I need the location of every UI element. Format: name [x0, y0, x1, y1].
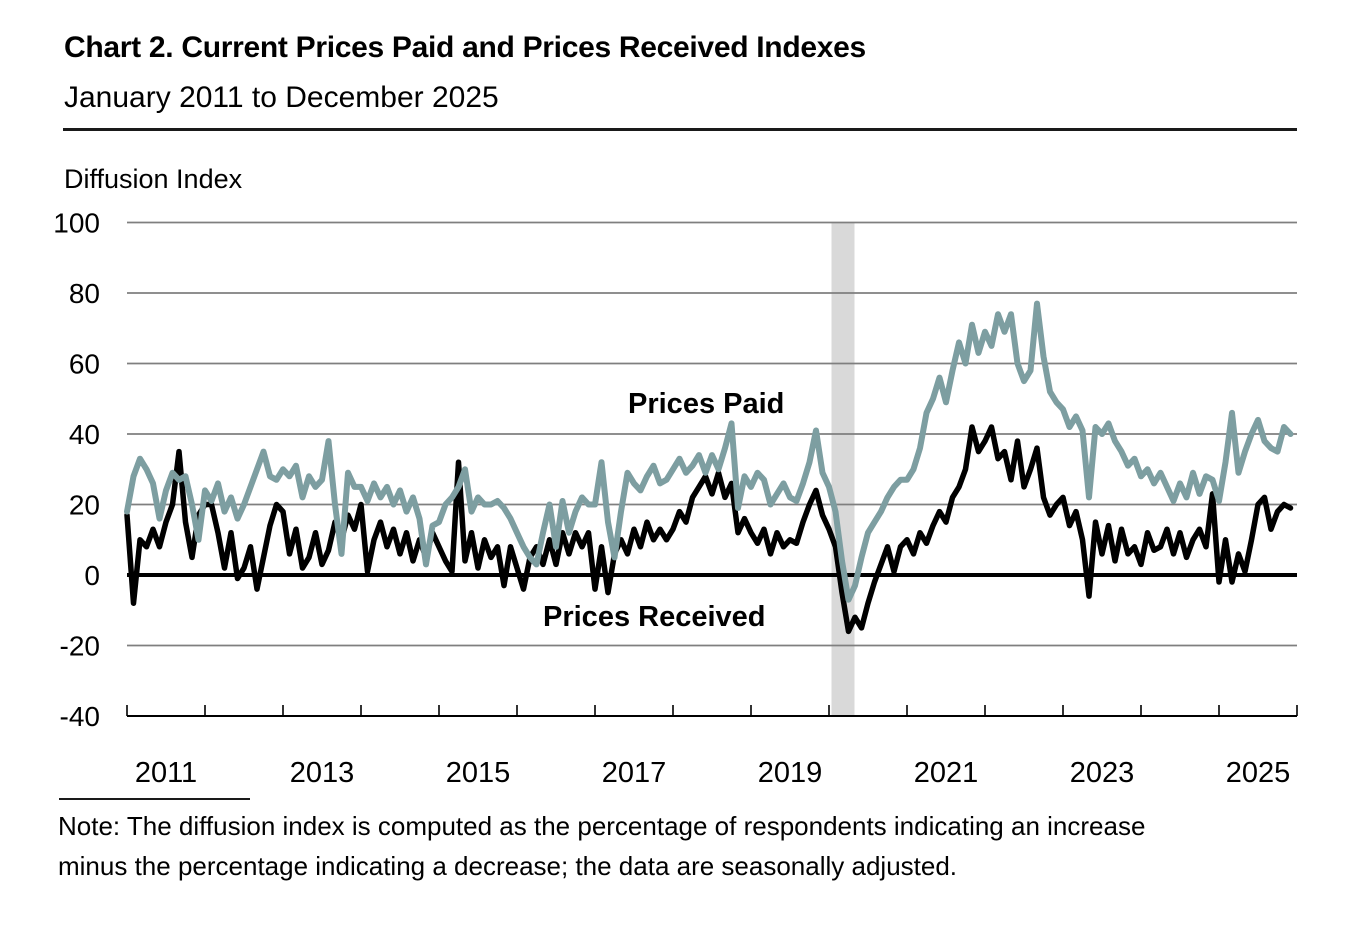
recession-band [831, 222, 855, 716]
note-text-line-2: minus the percentage indicating a decrea… [58, 851, 958, 881]
note-text-line-1: Note: The diffusion index is computed as… [58, 811, 1146, 841]
x-tick-label: 2017 [602, 757, 667, 789]
series-label-prices-paid: Prices Paid [628, 388, 785, 420]
y-tick-label: -20 [60, 631, 100, 662]
note-rule [59, 798, 250, 800]
prices-paid-line [124, 300, 1294, 603]
y-axis-title: Diffusion Index [64, 164, 243, 194]
x-tick-label: 2019 [758, 757, 823, 789]
y-tick-label: 80 [69, 278, 100, 309]
y-tick-label: 40 [69, 419, 100, 450]
y-tick-label: 60 [69, 349, 100, 380]
series-label-prices-received: Prices Received [543, 601, 766, 633]
title-rule [63, 128, 1297, 131]
x-tick-label: 2013 [290, 757, 355, 789]
prices-received-line [124, 424, 1294, 635]
x-tick-label: 2015 [446, 757, 511, 789]
x-tick-label: 2021 [914, 757, 979, 789]
y-tick-label: 100 [53, 208, 100, 239]
x-tick-label: 2023 [1070, 757, 1135, 789]
chart-title: Chart 2. Current Prices Paid and Prices … [64, 31, 866, 64]
y-tick-label: 0 [84, 560, 100, 591]
y-tick-label: -40 [60, 701, 100, 732]
x-tick-label: 2011 [135, 757, 197, 789]
x-tick-label: 2025 [1226, 757, 1291, 789]
chart-subtitle: January 2011 to December 2025 [64, 81, 499, 114]
y-tick-label: 20 [69, 490, 100, 521]
